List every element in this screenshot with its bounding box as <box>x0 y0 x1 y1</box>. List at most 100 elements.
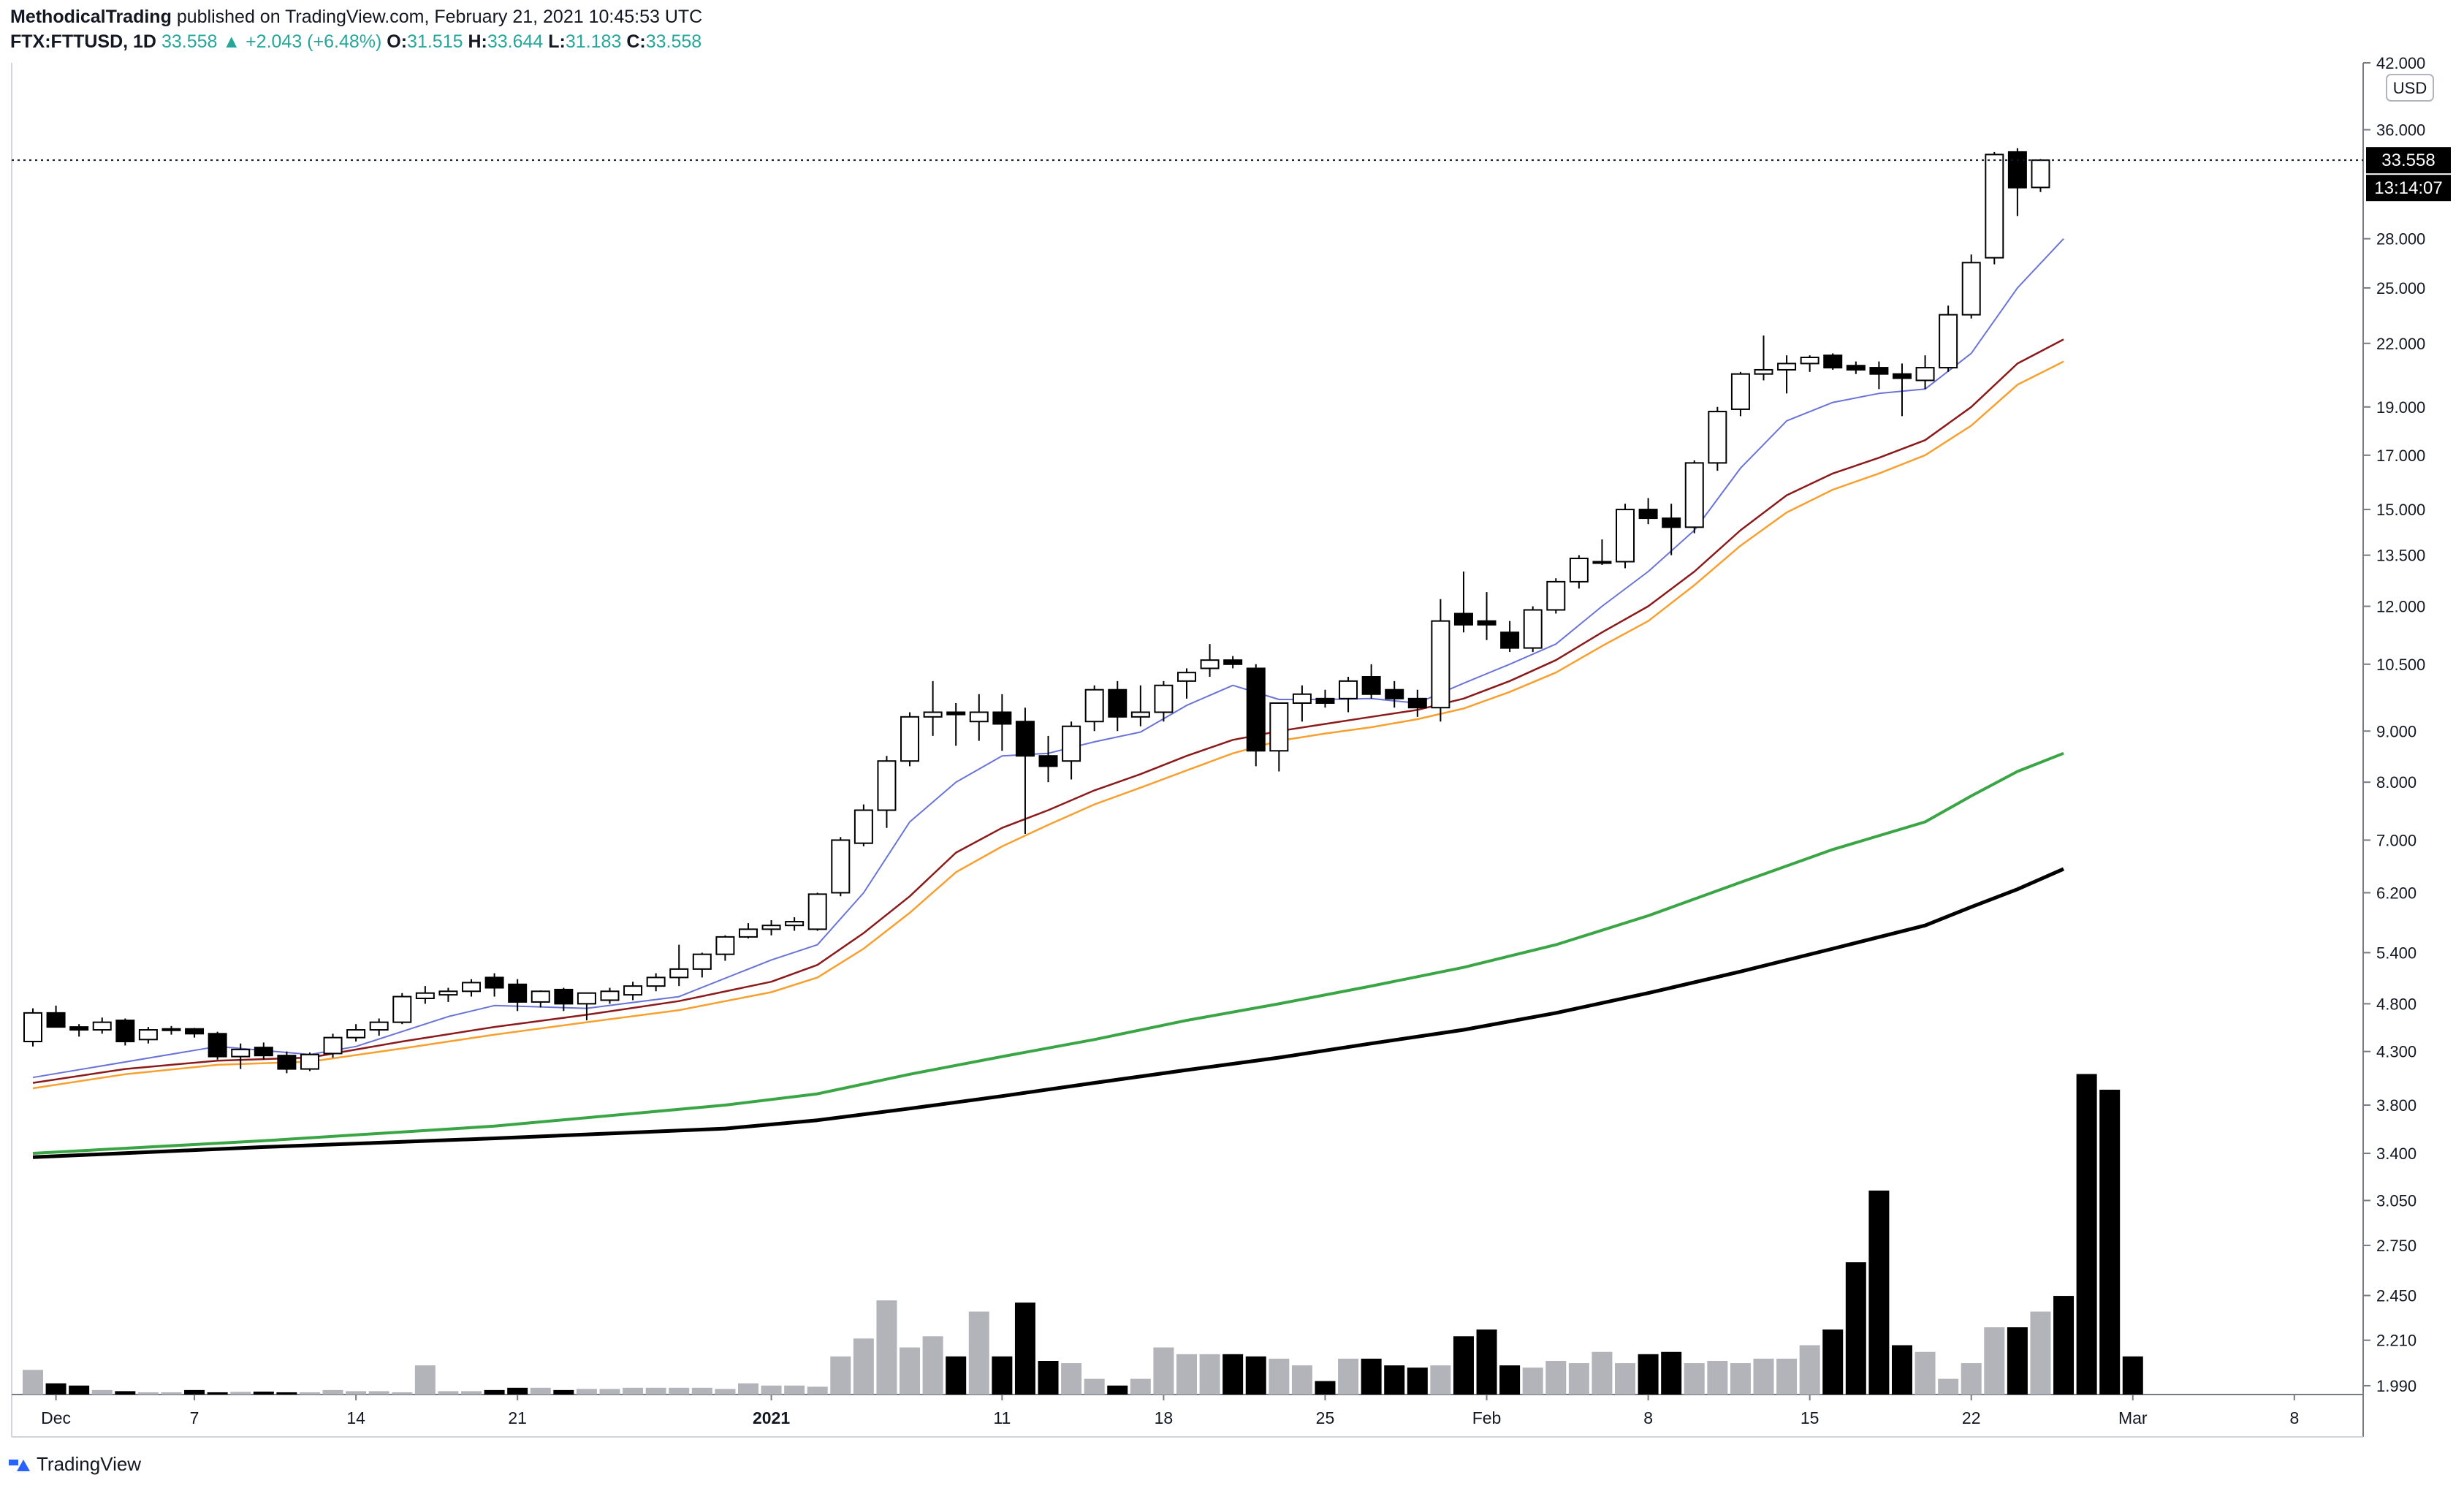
candle <box>23 1008 42 1047</box>
y-tick-label: 2.210 <box>2376 1332 2417 1350</box>
y-tick-label: 2.450 <box>2376 1287 2417 1305</box>
candle-body <box>2007 151 2027 189</box>
candle-body <box>738 928 758 938</box>
candle-body <box>1154 684 1174 713</box>
candle-body <box>1108 688 1128 718</box>
tradingview-logo[interactable]: TradingView <box>9 1453 141 1476</box>
y-tick-label: 15.000 <box>2376 501 2425 519</box>
candle <box>1823 353 1843 370</box>
candle <box>277 1051 297 1074</box>
published-text: published on TradingView.com, February 2… <box>176 7 703 27</box>
volume-bar <box>968 1311 989 1395</box>
candle-body <box>623 985 643 996</box>
currency-label: USD <box>2393 79 2427 97</box>
candle <box>1292 685 1312 722</box>
close-label: C: <box>626 31 646 52</box>
volume-bar <box>1868 1190 1890 1395</box>
candle <box>1431 599 1450 722</box>
volume-bar <box>461 1391 482 1395</box>
volume-bar <box>1269 1358 1290 1395</box>
candle-body <box>1292 693 1312 704</box>
candle <box>208 1031 227 1060</box>
volume-bar <box>2076 1074 2097 1395</box>
volume-bar <box>484 1389 505 1395</box>
candle-body <box>254 1047 273 1057</box>
candle-body <box>115 1020 135 1043</box>
candle-body <box>1315 697 1335 704</box>
candle <box>1477 592 1497 640</box>
candle-body <box>1638 509 1658 520</box>
volume-bar <box>69 1385 90 1395</box>
candle-body <box>1777 363 1797 371</box>
low-value: 31.183 <box>565 31 622 52</box>
candle <box>1223 656 1243 669</box>
volume-bar <box>1499 1365 1521 1395</box>
price-change: ▲ +2.043 (+6.48%) <box>222 31 382 52</box>
volume-bar <box>2122 1356 2143 1395</box>
candle <box>1315 689 1335 708</box>
candle-body <box>1339 680 1358 699</box>
volume-bar <box>2099 1089 2121 1395</box>
candle-body <box>415 992 435 999</box>
candle <box>392 993 412 1025</box>
volume-bar <box>737 1383 758 1395</box>
candle <box>669 944 689 987</box>
candle <box>1961 254 1981 319</box>
candle-body <box>1915 367 1935 382</box>
candle-body <box>807 893 827 930</box>
x-tick-label: 21 <box>508 1408 527 1427</box>
y-tick-label: 3.050 <box>2376 1192 2417 1210</box>
volume-bar <box>1707 1361 1728 1395</box>
volume-bar <box>1476 1329 1497 1395</box>
volume-bar <box>1615 1363 1636 1395</box>
chart-frame-lines <box>11 63 2364 1438</box>
candle <box>1269 702 1289 772</box>
candle <box>1569 555 1589 589</box>
candle-body <box>69 1026 89 1031</box>
candle-body <box>1477 620 1497 626</box>
low-label: L: <box>548 31 566 52</box>
candle <box>1385 680 1404 708</box>
tradingview-brand: TradingView <box>37 1453 142 1475</box>
volume-bar <box>2007 1327 2028 1395</box>
volume-bar <box>853 1338 874 1395</box>
candle <box>484 973 504 997</box>
volume-bar <box>576 1389 597 1395</box>
candle-body <box>1223 659 1243 665</box>
currency-badge[interactable]: USD <box>2386 74 2434 102</box>
candle-body <box>531 990 550 1003</box>
volume-bar <box>623 1387 644 1395</box>
candle <box>92 1017 112 1034</box>
candle-body <box>1569 558 1589 583</box>
volume-bar <box>900 1347 921 1395</box>
volume-bar <box>553 1389 574 1395</box>
volume-bar <box>1891 1345 1912 1395</box>
candle-body <box>1754 368 1773 375</box>
time-axis[interactable]: Dec 7 14 21 2021 11 18 25 Feb 8 15 22 Mar 8 <box>41 1395 2299 1427</box>
candle-body <box>484 976 504 989</box>
volume-bar <box>807 1386 828 1395</box>
candle <box>1662 504 1681 555</box>
volume-bar <box>299 1392 320 1395</box>
open-value: 31.515 <box>407 31 463 52</box>
volume-bar <box>1084 1378 1105 1395</box>
candle <box>1730 371 1750 417</box>
volume-bar <box>1522 1367 1543 1395</box>
candle-body <box>1800 356 1820 365</box>
x-tick-label: Feb <box>1472 1408 1502 1427</box>
candle <box>508 979 528 1012</box>
candle-body <box>1985 153 2004 259</box>
candle-body <box>692 953 712 970</box>
volume-bar <box>392 1392 413 1395</box>
candle <box>323 1033 343 1058</box>
candle <box>1616 504 1635 569</box>
ema-red-line <box>32 338 2064 1084</box>
volume-bar <box>2030 1311 2051 1395</box>
volume-bar <box>1245 1356 1266 1395</box>
volume-bar <box>1776 1358 1798 1395</box>
volume-bar <box>1014 1302 1035 1395</box>
publisher-name[interactable]: MethodicalTrading <box>10 7 172 27</box>
volume-bar <box>1822 1329 1844 1395</box>
price-axis[interactable]: 42.000 36.000 28.000 25.000 22.000 19.000 17.0… <box>2363 54 2425 1395</box>
